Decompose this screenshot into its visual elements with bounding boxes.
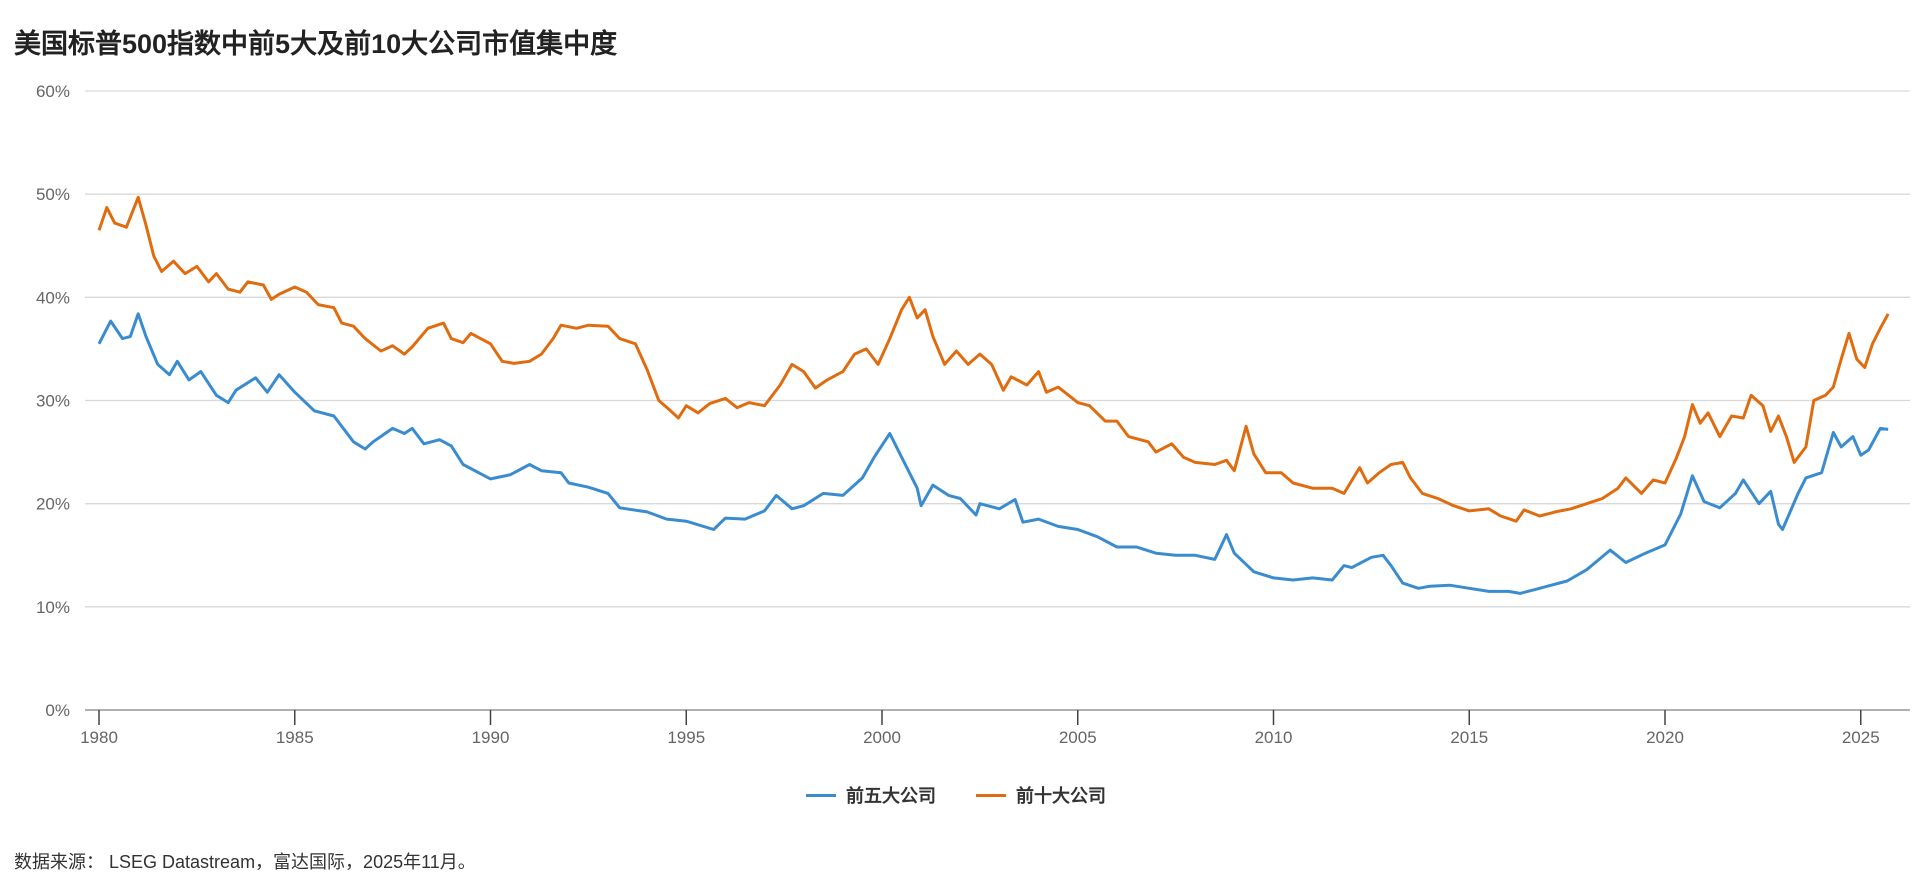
legend-swatch-top5 [806, 793, 836, 797]
chart-title: 美国标普500指数中前5大及前10大公司市值集中度 [14, 29, 618, 59]
y-tick-label: 50% [36, 185, 70, 204]
source-note: 数据来源： LSEG Datastream，富达国际，2025年11月。 [14, 852, 476, 872]
x-tick-label: 2005 [1059, 728, 1097, 747]
y-tick-label: 40% [36, 288, 70, 307]
x-tick-label: 1985 [276, 728, 314, 747]
x-tick-label: 2020 [1646, 728, 1684, 747]
x-tick-label: 1980 [80, 728, 118, 747]
y-tick-label: 60% [36, 82, 70, 101]
legend-label-top10: 前十大公司 [1016, 786, 1106, 806]
y-tick-label: 30% [36, 392, 70, 411]
x-tick-label: 1995 [667, 728, 705, 747]
y-tick-label: 0% [45, 701, 70, 720]
x-tick-label: 2025 [1842, 728, 1880, 747]
legend-swatch-top10 [976, 793, 1006, 797]
legend: 前五大公司 前十大公司 [0, 782, 1912, 808]
series-line-top5 [97, 312, 1889, 595]
x-tick-label: 2010 [1255, 728, 1293, 747]
y-tick-label: 10% [36, 598, 70, 617]
x-tick-label: 2000 [863, 728, 901, 747]
x-tick-label: 1990 [472, 728, 510, 747]
legend-label-top5: 前五大公司 [846, 786, 936, 806]
legend-item-top5[interactable]: 前五大公司 [806, 782, 936, 808]
legend-item-top10[interactable]: 前十大公司 [976, 782, 1106, 808]
series-line-top10 [97, 195, 1890, 523]
y-tick-label: 20% [36, 495, 70, 514]
x-tick-label: 2015 [1450, 728, 1488, 747]
